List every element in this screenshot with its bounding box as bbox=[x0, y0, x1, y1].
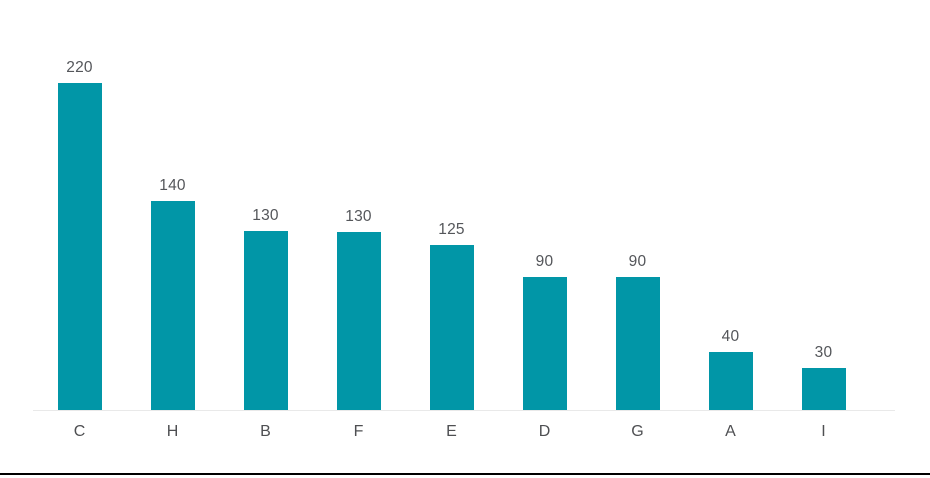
bar-b bbox=[243, 231, 288, 411]
bar-h bbox=[150, 201, 195, 411]
bar-group: 40 A bbox=[684, 0, 777, 440]
bar-value-label: 140 bbox=[159, 177, 186, 194]
bar-value-label: 90 bbox=[535, 253, 554, 270]
bar-group: 140 H bbox=[126, 0, 219, 440]
x-axis-tick-label: H bbox=[166, 423, 179, 440]
bottom-border-line bbox=[0, 473, 930, 475]
bar-value-label: 130 bbox=[252, 207, 279, 224]
bar-value-label: 220 bbox=[66, 59, 93, 76]
x-axis-tick-label: B bbox=[260, 423, 271, 440]
bar-value-label: 130 bbox=[345, 208, 372, 225]
plot-area: 220 C 140 H 130 B 130 F 125 E 90 D 90 G 40 A 30 I bbox=[33, 0, 870, 440]
x-axis-tick-label: E bbox=[446, 423, 457, 440]
bar-group: 90 G bbox=[591, 0, 684, 440]
x-axis-tick-label: C bbox=[73, 423, 86, 440]
bar-group: 130 F bbox=[312, 0, 405, 440]
bar-group: 130 B bbox=[219, 0, 312, 440]
bar-group: 30 I bbox=[777, 0, 870, 440]
x-axis-tick-label: D bbox=[538, 423, 551, 440]
bar-g bbox=[615, 277, 660, 411]
x-axis-tick-label: F bbox=[353, 423, 364, 440]
bar-group: 90 D bbox=[498, 0, 591, 440]
bar-value-label: 125 bbox=[438, 221, 465, 238]
bar-value-label: 40 bbox=[721, 328, 740, 345]
x-axis-line bbox=[33, 410, 895, 411]
x-axis-tick-label: G bbox=[631, 423, 644, 440]
bar-i bbox=[801, 368, 846, 411]
bar-c bbox=[57, 83, 102, 411]
bar-a bbox=[708, 352, 753, 411]
bar-group: 220 C bbox=[33, 0, 126, 440]
bar-e bbox=[429, 245, 474, 411]
bar-group: 125 E bbox=[405, 0, 498, 440]
bar-value-label: 30 bbox=[814, 344, 833, 361]
bar-value-label: 90 bbox=[628, 253, 647, 270]
bar-f bbox=[336, 232, 381, 411]
x-axis-tick-label: A bbox=[725, 423, 736, 440]
bar-d bbox=[522, 277, 567, 411]
x-axis-tick-label: I bbox=[821, 423, 826, 440]
